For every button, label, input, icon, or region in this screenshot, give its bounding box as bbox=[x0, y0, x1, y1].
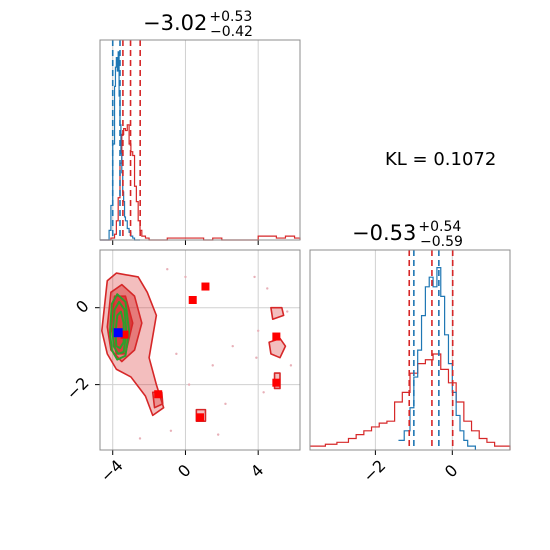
panel1-title-sup: +0.53 bbox=[209, 9, 252, 25]
kl-label: KL = 0.1072 bbox=[385, 149, 496, 170]
histogram-panel-param2: −2 0 bbox=[309, 249, 511, 486]
faint-point bbox=[184, 275, 187, 279]
faint-point bbox=[187, 383, 191, 386]
x-tick-label: 4 bbox=[247, 461, 268, 482]
green-contour bbox=[109, 293, 131, 361]
x-tick-label: 0 bbox=[441, 461, 462, 482]
panel1-title-sub: −0.42 bbox=[210, 24, 253, 40]
scatter-frame bbox=[99, 249, 301, 451]
histogram-panel-param1 bbox=[99, 39, 301, 245]
faint-point bbox=[166, 268, 169, 271]
blue-marker bbox=[113, 328, 123, 338]
panel2-title-main: −0.53 bbox=[352, 221, 416, 245]
faint-point bbox=[216, 433, 220, 436]
y-tick-label: −2 bbox=[62, 373, 92, 403]
x-tick-label: −4 bbox=[97, 456, 127, 486]
faint-point bbox=[266, 287, 269, 290]
faint-point bbox=[138, 437, 142, 440]
faint-point bbox=[224, 402, 227, 406]
red-contour bbox=[268, 337, 287, 359]
faint-point bbox=[211, 364, 214, 367]
red-marker bbox=[201, 282, 210, 291]
histogram-frame bbox=[309, 249, 511, 451]
scatter-panel: −4 0 4 −2 0 bbox=[62, 249, 301, 486]
red-marker bbox=[196, 413, 204, 422]
faint-point bbox=[289, 364, 293, 367]
x-tick-label: 0 bbox=[174, 461, 195, 482]
red-marker bbox=[188, 296, 197, 304]
red-marker bbox=[272, 332, 281, 341]
y-tick-label: 0 bbox=[72, 296, 93, 317]
panel2-title: −0.53 +0.54 bbox=[352, 219, 461, 245]
faint-point bbox=[231, 344, 234, 348]
histogram-frame bbox=[99, 39, 301, 241]
faint-point bbox=[169, 429, 173, 432]
panel1-title-main: −3.02 bbox=[143, 11, 207, 35]
faint-point bbox=[175, 352, 178, 356]
red-contour bbox=[270, 306, 285, 321]
red-marker bbox=[154, 390, 163, 399]
panel2-title-sup: +0.54 bbox=[418, 219, 461, 235]
faint-point bbox=[255, 356, 258, 359]
faint-point bbox=[286, 310, 289, 313]
hist-series-blue bbox=[398, 267, 476, 450]
faint-point bbox=[262, 391, 265, 394]
red-marker bbox=[120, 330, 129, 339]
faint-point bbox=[256, 329, 260, 332]
panel2-title-sub: −0.59 bbox=[420, 234, 463, 250]
panel1-title: −3.02 +0.53 bbox=[143, 9, 252, 35]
red-marker bbox=[272, 378, 281, 387]
faint-point bbox=[253, 275, 256, 279]
x-tick-label: −2 bbox=[359, 456, 389, 486]
